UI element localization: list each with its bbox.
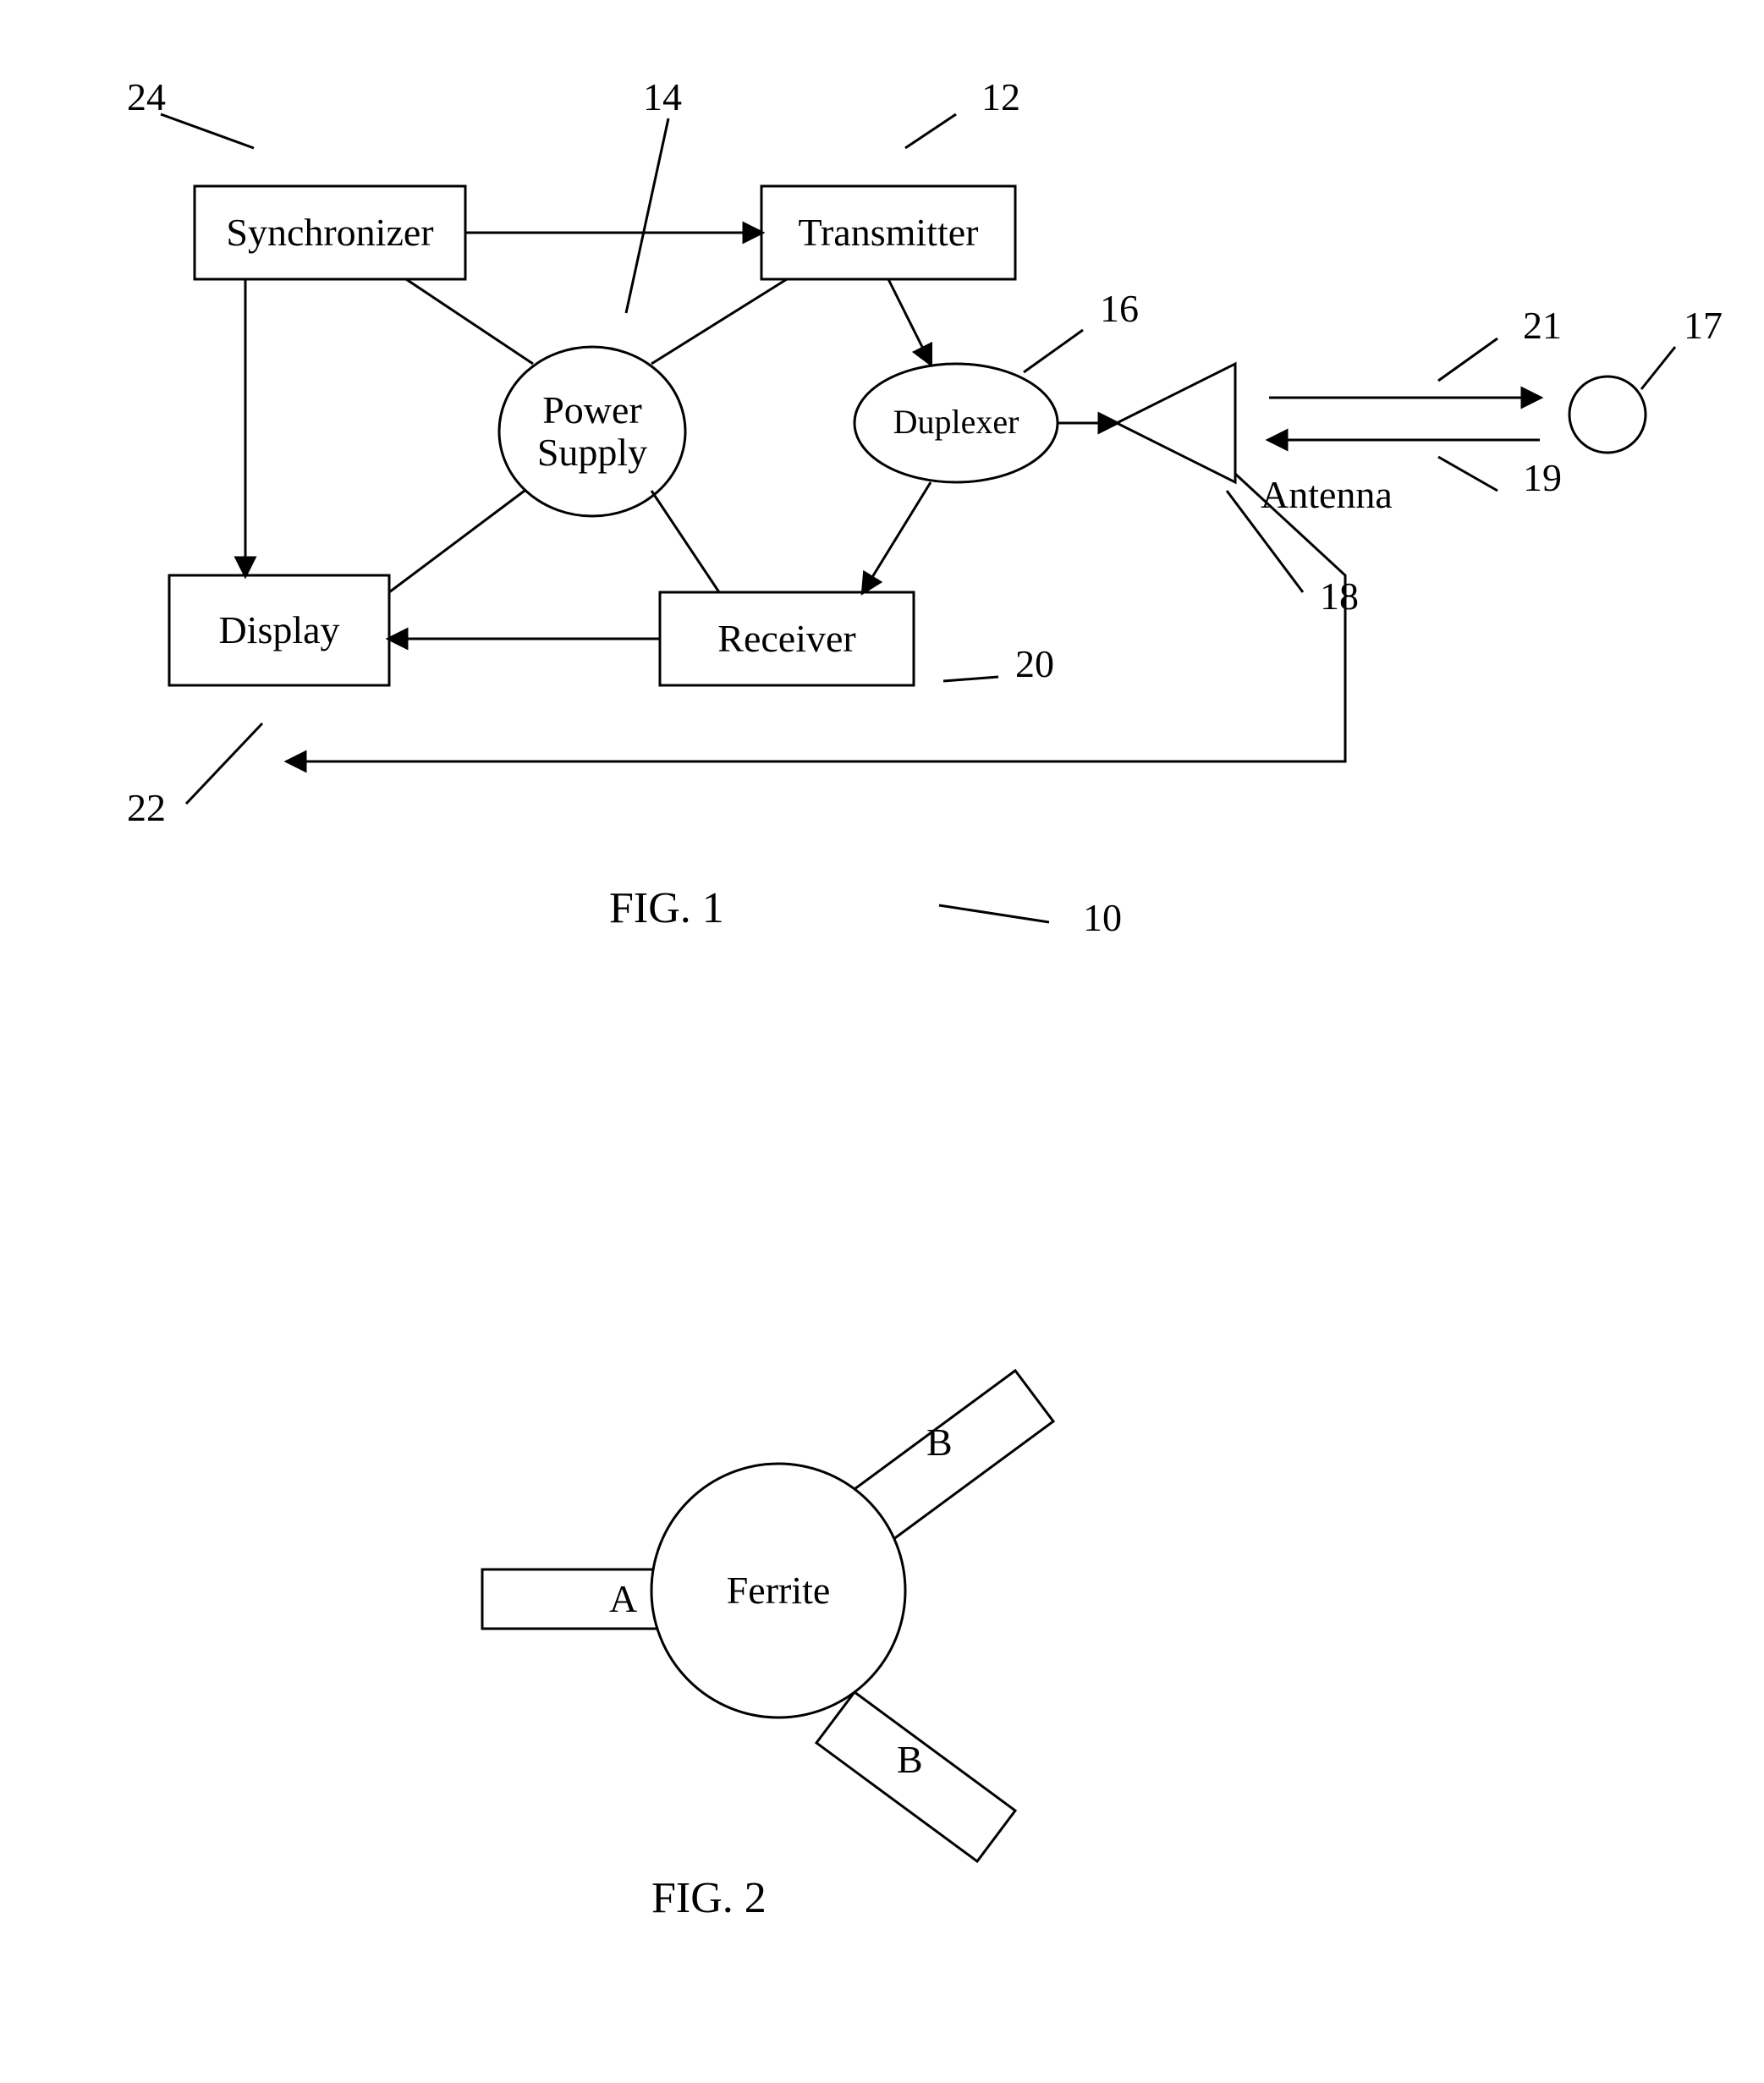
duplexer-label: Duplexer (893, 403, 1019, 441)
power-supply-leader (626, 118, 668, 313)
antenna-label: Antenna (1261, 473, 1393, 516)
outgoing-leader (1438, 338, 1497, 381)
fig1-caption: FIG. 1 (609, 884, 724, 932)
synchronizer-box-label: Synchronizer (226, 211, 433, 254)
power-supply-label2: Supply (537, 431, 647, 474)
arrow-tx-dup (888, 279, 931, 364)
synchronizer-box-ref: 24 (127, 75, 166, 118)
transmitter-box-leader (905, 114, 956, 148)
system-leader (939, 905, 1049, 922)
display-box-ref: 22 (127, 786, 166, 829)
target-ref: 17 (1684, 304, 1723, 347)
power-line-to_sync (406, 279, 533, 364)
outgoing-ref: 21 (1523, 304, 1562, 347)
receiver-box-ref: 20 (1015, 642, 1054, 685)
system-ref: 10 (1083, 896, 1122, 939)
return-ref: 19 (1523, 456, 1562, 499)
antenna-ref: 18 (1320, 574, 1359, 618)
display-box-leader (186, 723, 262, 804)
display-box-label: Display (218, 608, 339, 651)
target-circle (1569, 376, 1646, 453)
target-leader (1641, 347, 1675, 389)
power-line-to_tx (651, 279, 787, 364)
receiver-box-leader (943, 677, 998, 681)
return-leader (1438, 457, 1497, 491)
port-b-upper (855, 1371, 1053, 1540)
antenna-icon (1117, 364, 1235, 482)
fig2-caption: FIG. 2 (651, 1874, 767, 1922)
ferrite-label: Ferrite (727, 1569, 831, 1612)
synchronizer-box-leader (161, 114, 254, 148)
port-b-lower-label: B (897, 1738, 923, 1781)
power-supply-ref: 14 (643, 75, 682, 118)
arrow-dup-rx (863, 482, 931, 592)
duplexer-leader (1024, 330, 1083, 372)
receiver-box-label: Receiver (717, 617, 855, 660)
power-supply-label1: Power (542, 388, 642, 431)
transmitter-box-label: Transmitter (799, 211, 979, 254)
power-line-to_disp (389, 491, 525, 592)
transmitter-box-ref: 12 (981, 75, 1020, 118)
power-line-to_rx (651, 491, 719, 592)
duplexer-ref: 16 (1100, 287, 1139, 330)
port-b-upper-label: B (926, 1421, 953, 1464)
port-a-label: A (609, 1577, 637, 1620)
